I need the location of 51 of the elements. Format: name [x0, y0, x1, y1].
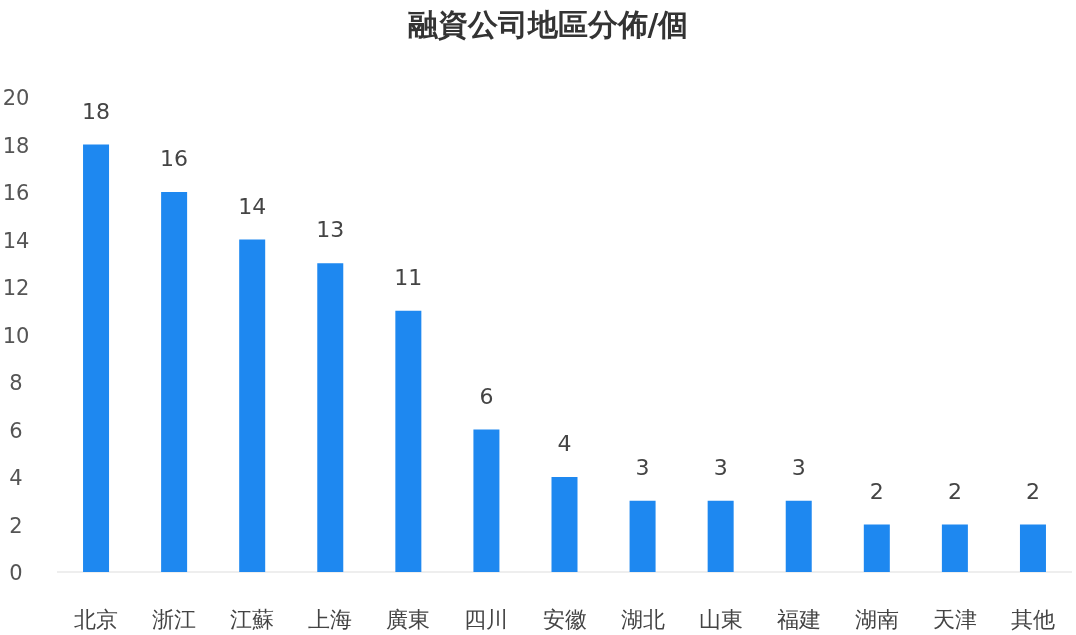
data-label: 11: [394, 264, 423, 290]
bar: [473, 429, 500, 572]
bar: [395, 310, 422, 572]
data-label: 3: [713, 454, 728, 480]
bar: [941, 524, 968, 572]
bar: [707, 500, 734, 572]
y-tick-label: 18: [2, 133, 30, 158]
data-label: 3: [635, 454, 650, 480]
data-label: 6: [479, 383, 494, 409]
x-tick-label: 湖南: [854, 607, 899, 632]
x-tick-label: 其他: [1010, 607, 1055, 632]
bar: [551, 477, 578, 572]
y-tick-label: 10: [2, 323, 30, 348]
y-tick-label: 6: [9, 418, 23, 443]
x-tick-label: 安徽: [542, 607, 587, 632]
data-label: 2: [947, 478, 962, 504]
bar: [1019, 524, 1046, 572]
bar: [629, 500, 656, 572]
bar: [317, 263, 344, 572]
y-tick-label: 14: [2, 228, 30, 253]
x-tick-label: 北京: [74, 607, 119, 632]
x-tick-label: 湖北: [620, 607, 665, 632]
bar: [239, 239, 266, 572]
data-label: 16: [160, 146, 189, 171]
data-label: 2: [1025, 478, 1040, 504]
y-tick-label: 20: [2, 86, 30, 110]
bar: [863, 524, 890, 572]
data-label: 13: [316, 217, 345, 243]
x-tick-label: 廣東: [386, 607, 431, 632]
y-tick-label: 16: [2, 181, 30, 205]
y-tick-label: 2: [9, 513, 23, 538]
bar: [785, 500, 812, 572]
y-tick-label: 0: [9, 561, 23, 585]
bar: [83, 144, 110, 572]
x-tick-label: 福建: [776, 607, 821, 632]
bar: [161, 192, 188, 572]
chart-title: 融資公司地區分佈/個: [407, 7, 689, 42]
x-tick-label: 上海: [308, 607, 353, 632]
x-tick-label: 天津: [932, 607, 977, 632]
x-tick-label: 浙江: [152, 607, 197, 632]
data-label: 2: [869, 478, 884, 504]
y-tick-label: 8: [9, 371, 23, 395]
y-tick-label: 12: [2, 276, 30, 300]
data-label: 4: [557, 431, 572, 456]
data-label: 14: [238, 193, 267, 219]
x-tick-label: 山東: [698, 607, 743, 632]
data-label: 18: [82, 98, 111, 124]
x-tick-label: 四川: [464, 607, 509, 632]
x-tick-label: 江蘇: [230, 607, 275, 632]
data-label: 3: [791, 454, 806, 480]
y-tick-label: 4: [9, 466, 23, 490]
